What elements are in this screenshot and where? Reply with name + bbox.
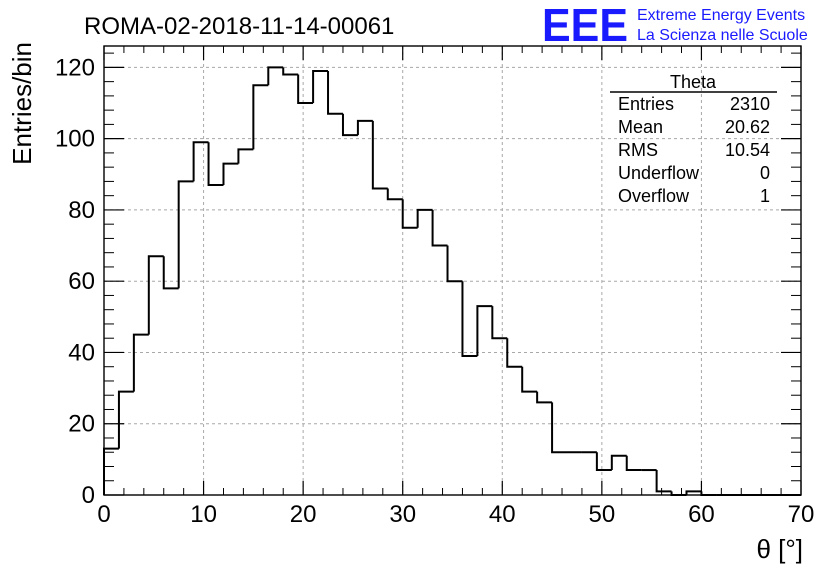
y-tick-label: 40: [68, 339, 95, 366]
x-tick-label: 10: [190, 501, 217, 528]
histogram-bin: [461, 281, 478, 358]
histogram-bin: [595, 452, 612, 472]
eee-logo-line2: La Scienza nelle Scuole: [637, 27, 808, 44]
stats-value: 1: [760, 186, 770, 206]
stats-label: Underflow: [618, 163, 700, 183]
eee-logo-line1: Extreme Energy Events: [637, 7, 805, 24]
x-tick-label: 0: [97, 501, 110, 528]
histogram-bin: [341, 113, 358, 137]
histogram-bin: [356, 119, 373, 136]
y-axis-label: Entries/bin: [7, 42, 37, 165]
histogram-bin: [610, 454, 627, 471]
axis-ticks: [103, 46, 802, 496]
stats-value: 2310: [730, 94, 770, 114]
histogram-bin: [237, 148, 254, 164]
stats-value: 10.54: [725, 140, 770, 160]
histogram-bin: [252, 84, 269, 150]
y-tick-label: 80: [68, 197, 95, 224]
histogram-bin: [103, 447, 119, 495]
histogram-bin: [371, 120, 388, 190]
histogram-bin: [446, 245, 463, 283]
histogram-bin: [551, 402, 568, 454]
y-tick-label: 100: [55, 126, 95, 153]
x-tick-label: 30: [389, 501, 416, 528]
histogram-bin: [117, 390, 134, 449]
stats-label: Mean: [618, 117, 663, 137]
histogram-bin: [327, 70, 343, 115]
histogram-bin: [192, 141, 209, 182]
eee-logo-mark: EEE: [542, 0, 628, 51]
histogram-bin: [416, 208, 433, 228]
stats-box: Theta Entries 2310 Mean 20.62 RMS 10.54 Underf…: [610, 72, 777, 206]
stats-label: Entries: [618, 94, 674, 114]
histogram-bin: [536, 391, 553, 404]
histogram-bin: [506, 338, 523, 368]
stats-label: Overflow: [618, 186, 690, 206]
histogram-bin: [147, 255, 164, 335]
y-tick-label: 20: [68, 411, 95, 438]
histogram-bin: [685, 490, 702, 495]
histogram-bin: [312, 69, 329, 104]
y-tick-label: 60: [68, 268, 95, 295]
histogram-bin: [207, 142, 224, 186]
y-tick-label: 0: [82, 482, 95, 509]
histogram-bin: [162, 256, 179, 290]
histogram-bin: [177, 180, 194, 289]
histogram-bin: [297, 74, 314, 105]
histogram-bin: [132, 333, 149, 392]
x-tick-label: 40: [489, 501, 516, 528]
stats-rows: Entries 2310 Mean 20.62 RMS 10.54 Underflow 0 Ov…: [618, 94, 770, 206]
x-axis-label: θ [°]: [756, 534, 803, 564]
histogram-bin: [476, 305, 493, 357]
x-tick-label: 50: [589, 501, 616, 528]
histogram-bin: [625, 455, 642, 472]
x-tick-label: 70: [788, 501, 815, 528]
histogram-bin: [491, 306, 508, 340]
histogram-bin: [386, 188, 403, 201]
x-tick-labels: 0 10 20 30 40 50 60 70: [97, 501, 814, 528]
x-tick-label: 60: [688, 501, 715, 528]
histogram-bin: [431, 209, 448, 247]
plot-frame: [103, 45, 802, 496]
histogram-bin: [521, 366, 538, 393]
x-tick-label: 20: [290, 501, 317, 528]
histogram: [103, 66, 801, 496]
histogram-bin: [222, 162, 239, 185]
stats-label: RMS: [618, 140, 658, 160]
histogram-bin: [267, 66, 284, 86]
stats-value: 20.62: [725, 117, 770, 137]
chart-title: ROMA-02-2018-11-14-00061: [84, 13, 394, 40]
histogram-bin: [282, 67, 299, 76]
eee-logo: EEE Extreme Energy Events La Scienza nel…: [542, 0, 808, 51]
histogram-bin: [401, 199, 418, 229]
stats-title: Theta: [670, 72, 717, 92]
y-tick-label: 120: [55, 54, 95, 81]
y-tick-labels: 0 20 40 60 80 100 120: [55, 54, 95, 509]
stats-value: 0: [760, 163, 770, 183]
histogram-bin: [655, 470, 672, 493]
grid: [104, 46, 801, 495]
